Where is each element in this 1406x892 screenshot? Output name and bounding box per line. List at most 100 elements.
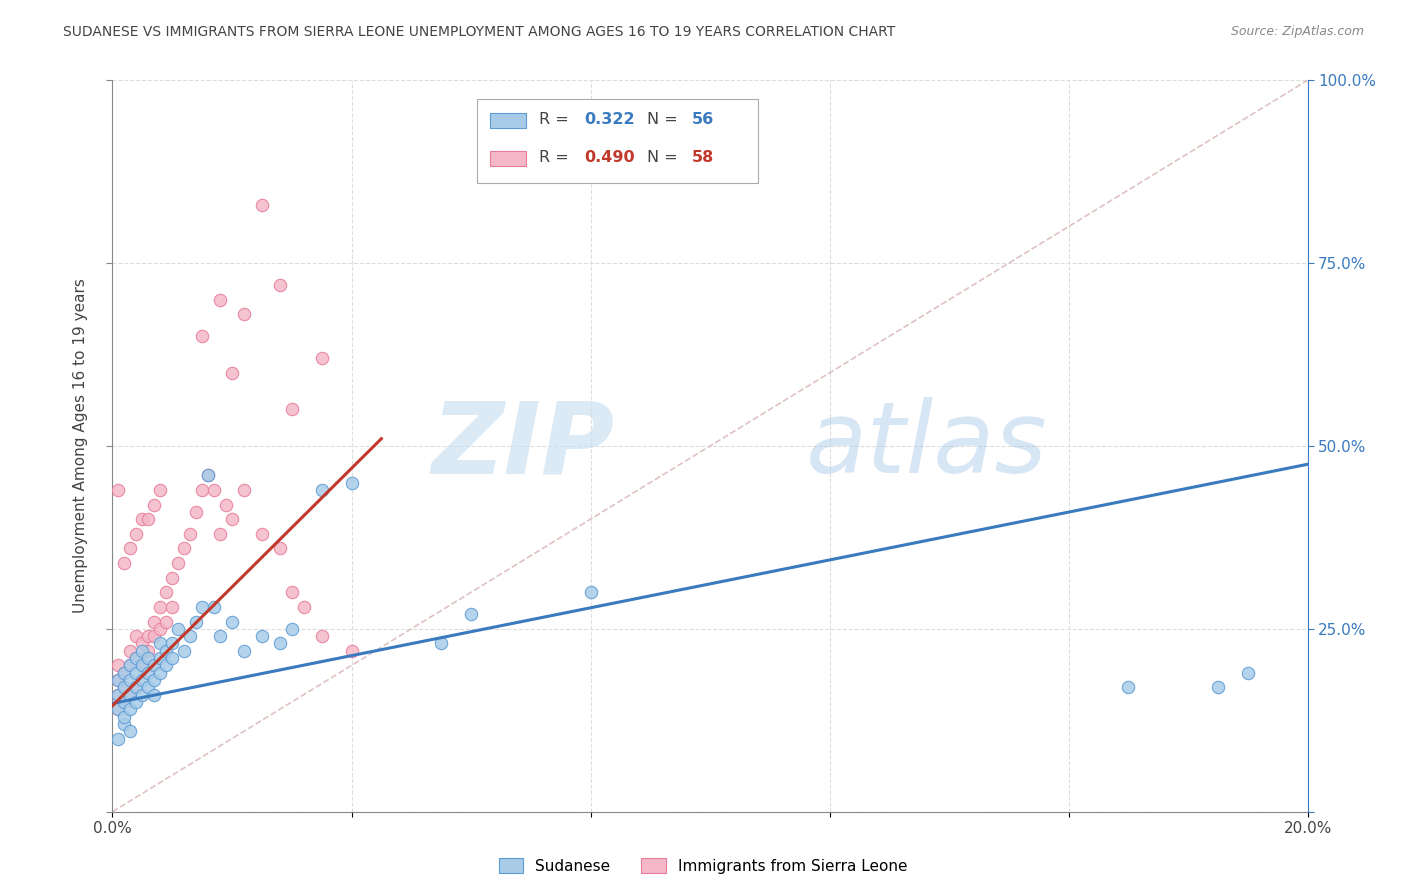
Point	[107, 702, 129, 716]
Point	[114, 695, 135, 709]
Point	[162, 599, 183, 614]
Point	[143, 673, 166, 687]
Point	[120, 673, 142, 687]
Point	[125, 681, 148, 695]
Point	[107, 688, 129, 702]
FancyBboxPatch shape	[491, 152, 526, 166]
Point	[131, 688, 153, 702]
Point	[149, 636, 172, 650]
Point	[191, 329, 214, 343]
Text: 0.490: 0.490	[585, 150, 636, 165]
Point	[114, 665, 135, 680]
FancyBboxPatch shape	[477, 99, 758, 183]
Point	[269, 278, 291, 293]
Point	[1118, 681, 1140, 695]
Point	[120, 688, 142, 702]
Point	[162, 636, 183, 650]
Text: 58: 58	[692, 150, 714, 165]
Point	[186, 505, 208, 519]
Point	[114, 695, 135, 709]
Point	[143, 498, 166, 512]
Point	[143, 615, 166, 629]
Point	[197, 468, 219, 483]
Point	[120, 688, 142, 702]
Point	[125, 665, 148, 680]
Point	[311, 351, 333, 366]
Point	[138, 681, 160, 695]
Point	[120, 658, 142, 673]
Point	[114, 665, 135, 680]
Legend: Sudanese, Immigrants from Sierra Leone: Sudanese, Immigrants from Sierra Leone	[492, 852, 914, 880]
Point	[209, 629, 232, 643]
Point	[149, 665, 172, 680]
Text: R =: R =	[538, 150, 574, 165]
Point	[114, 681, 135, 695]
Text: ZIP: ZIP	[432, 398, 614, 494]
Point	[191, 483, 214, 497]
Point	[149, 651, 172, 665]
Point	[162, 571, 183, 585]
Point	[107, 702, 129, 716]
Point	[281, 622, 304, 636]
Point	[143, 688, 166, 702]
Point	[120, 658, 142, 673]
Point	[311, 483, 333, 497]
Point	[107, 673, 129, 687]
Point	[250, 197, 273, 211]
Point	[173, 644, 195, 658]
Text: 56: 56	[692, 112, 714, 127]
Point	[107, 688, 129, 702]
Point	[131, 658, 153, 673]
Point	[138, 665, 160, 680]
Point	[221, 512, 243, 526]
Point	[250, 526, 273, 541]
Point	[107, 673, 129, 687]
Point	[155, 644, 177, 658]
Point	[162, 651, 183, 665]
Text: atlas: atlas	[806, 398, 1047, 494]
Point	[149, 483, 172, 497]
Point	[233, 307, 256, 321]
Point	[125, 629, 148, 643]
Point	[149, 599, 172, 614]
Point	[221, 366, 243, 380]
Point	[233, 644, 256, 658]
Point	[114, 709, 135, 723]
Point	[179, 526, 201, 541]
Point	[155, 615, 177, 629]
Text: SUDANESE VS IMMIGRANTS FROM SIERRA LEONE UNEMPLOYMENT AMONG AGES 16 TO 19 YEARS : SUDANESE VS IMMIGRANTS FROM SIERRA LEONE…	[63, 25, 896, 39]
Point	[125, 681, 148, 695]
Point	[120, 724, 142, 739]
Point	[131, 673, 153, 687]
Y-axis label: Unemployment Among Ages 16 to 19 years: Unemployment Among Ages 16 to 19 years	[73, 278, 89, 614]
Point	[1237, 665, 1260, 680]
Point	[138, 629, 160, 643]
Point	[138, 651, 160, 665]
Point	[340, 475, 363, 490]
Point	[173, 541, 195, 556]
Point	[167, 622, 190, 636]
Point	[120, 541, 142, 556]
Point	[209, 293, 232, 307]
Point	[143, 658, 166, 673]
Point	[269, 636, 291, 650]
Point	[125, 695, 148, 709]
Point	[197, 468, 219, 483]
Point	[138, 644, 160, 658]
Point	[114, 681, 135, 695]
Point	[221, 615, 243, 629]
Point	[138, 512, 160, 526]
Point	[269, 541, 291, 556]
Point	[131, 512, 153, 526]
Point	[340, 644, 363, 658]
Point	[155, 585, 177, 599]
Text: R =: R =	[538, 112, 574, 127]
Point	[131, 658, 153, 673]
Point	[131, 636, 153, 650]
Point	[179, 629, 201, 643]
Point	[120, 644, 142, 658]
Point	[191, 599, 214, 614]
Point	[460, 607, 482, 622]
Point	[107, 658, 129, 673]
Text: Source: ZipAtlas.com: Source: ZipAtlas.com	[1230, 25, 1364, 38]
